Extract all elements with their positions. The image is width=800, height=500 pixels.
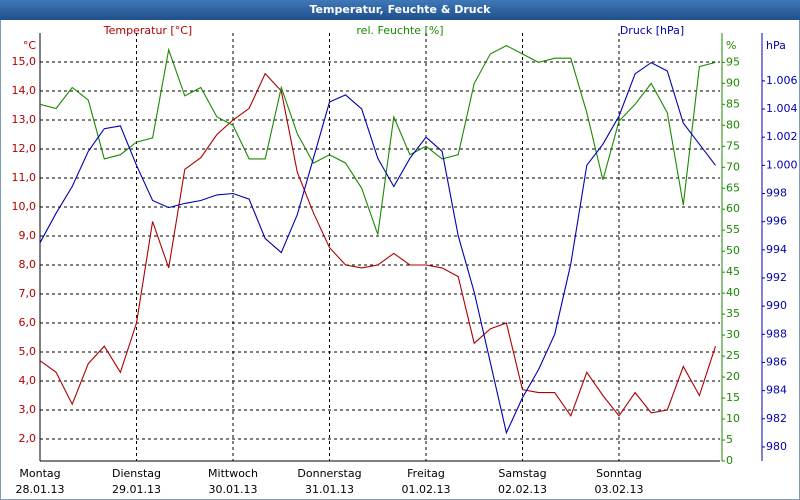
y2-tick-label: 0 xyxy=(726,454,733,467)
y-tick-label: 11,0 xyxy=(12,171,37,184)
y2-tick-label: 75 xyxy=(726,139,740,152)
y3-unit: hPa xyxy=(766,39,786,52)
y2-tick-label: 65 xyxy=(726,181,740,194)
y2-tick-label: 25 xyxy=(726,349,740,362)
y3-tick-label: 1.002 xyxy=(766,130,798,143)
y3-tick-label: 984 xyxy=(766,384,787,397)
y-tick-label: 13,0 xyxy=(12,113,37,126)
y-tick-label: 3,0 xyxy=(19,403,37,416)
y2-tick-label: 60 xyxy=(726,202,740,215)
y-tick-label: 6,0 xyxy=(19,316,37,329)
y3-tick-label: 982 xyxy=(766,412,787,425)
x-tick-label: Mittwoch xyxy=(208,467,258,480)
y2-tick-label: 70 xyxy=(726,160,740,173)
title-bar xyxy=(0,0,800,20)
x-tick-date: 03.02.13 xyxy=(595,483,644,496)
y-tick-label: 10,0 xyxy=(12,200,37,213)
y3-tick-label: 980 xyxy=(766,440,787,453)
y2-tick-label: 20 xyxy=(726,370,740,383)
x-tick-date: 31.01.13 xyxy=(305,483,354,496)
x-tick-date: 29.01.13 xyxy=(112,483,161,496)
x-tick-label: Donnerstag xyxy=(297,467,361,480)
y3-tick-label: 992 xyxy=(766,271,787,284)
y2-tick-label: 10 xyxy=(726,412,740,425)
chart-title: Temperatur, Feuchte & Druck xyxy=(310,3,492,16)
x-tick-label: Montag xyxy=(19,467,60,480)
y2-tick-label: 30 xyxy=(726,328,740,341)
y3-tick-label: 994 xyxy=(766,243,787,256)
y2-tick-label: 85 xyxy=(726,97,740,110)
y3-tick-label: 1.006 xyxy=(766,74,798,87)
y2-tick-label: 35 xyxy=(726,307,740,320)
y2-tick-label: 5 xyxy=(726,433,733,446)
y3-axis-label: Druck [hPa] xyxy=(620,24,684,37)
y3-tick-label: 1.004 xyxy=(766,102,798,115)
y2-tick-label: 50 xyxy=(726,244,740,257)
x-tick-date: 28.01.13 xyxy=(16,483,65,496)
y-tick-label: 2,0 xyxy=(19,432,37,445)
y3-tick-label: 1.000 xyxy=(766,158,798,171)
y3-tick-label: 986 xyxy=(766,355,787,368)
x-tick-label: Sonntag xyxy=(596,467,642,480)
y2-tick-label: 15 xyxy=(726,391,740,404)
x-tick-date: 01.02.13 xyxy=(402,483,451,496)
y3-tick-label: 996 xyxy=(766,215,787,228)
y2-tick-label: 45 xyxy=(726,265,740,278)
y-tick-label: 4,0 xyxy=(19,374,37,387)
y2-tick-label: 90 xyxy=(726,76,740,89)
series-line xyxy=(39,61,716,435)
y-tick-label: 15,0 xyxy=(12,55,37,68)
y3-tick-label: 998 xyxy=(766,187,787,200)
y2-tick-label: 80 xyxy=(726,118,740,131)
y-tick-label: 12,0 xyxy=(12,142,37,155)
y-unit: °C xyxy=(23,39,37,52)
y-tick-label: 9,0 xyxy=(19,229,37,242)
y3-tick-label: 990 xyxy=(766,299,787,312)
x-tick-label: Dienstag xyxy=(112,467,161,480)
series-line xyxy=(39,44,716,235)
x-tick-date: 02.02.13 xyxy=(498,483,547,496)
x-tick-label: Freitag xyxy=(407,467,445,480)
y2-unit: % xyxy=(726,39,736,52)
y-axis-label: Temperatur [°C] xyxy=(103,24,192,37)
x-tick-date: 30.01.13 xyxy=(209,483,258,496)
y-tick-label: 5,0 xyxy=(19,345,37,358)
series-line xyxy=(39,72,717,417)
y2-axis-label: rel. Feuchte [%] xyxy=(356,24,443,37)
y-tick-label: 8,0 xyxy=(19,258,37,271)
y-tick-label: 7,0 xyxy=(19,287,37,300)
y2-tick-label: 55 xyxy=(726,223,740,236)
y3-tick-label: 988 xyxy=(766,327,787,340)
x-tick-label: Samstag xyxy=(498,467,546,480)
y2-tick-label: 40 xyxy=(726,286,740,299)
y2-tick-label: 95 xyxy=(726,55,740,68)
y-tick-label: 14,0 xyxy=(12,84,37,97)
